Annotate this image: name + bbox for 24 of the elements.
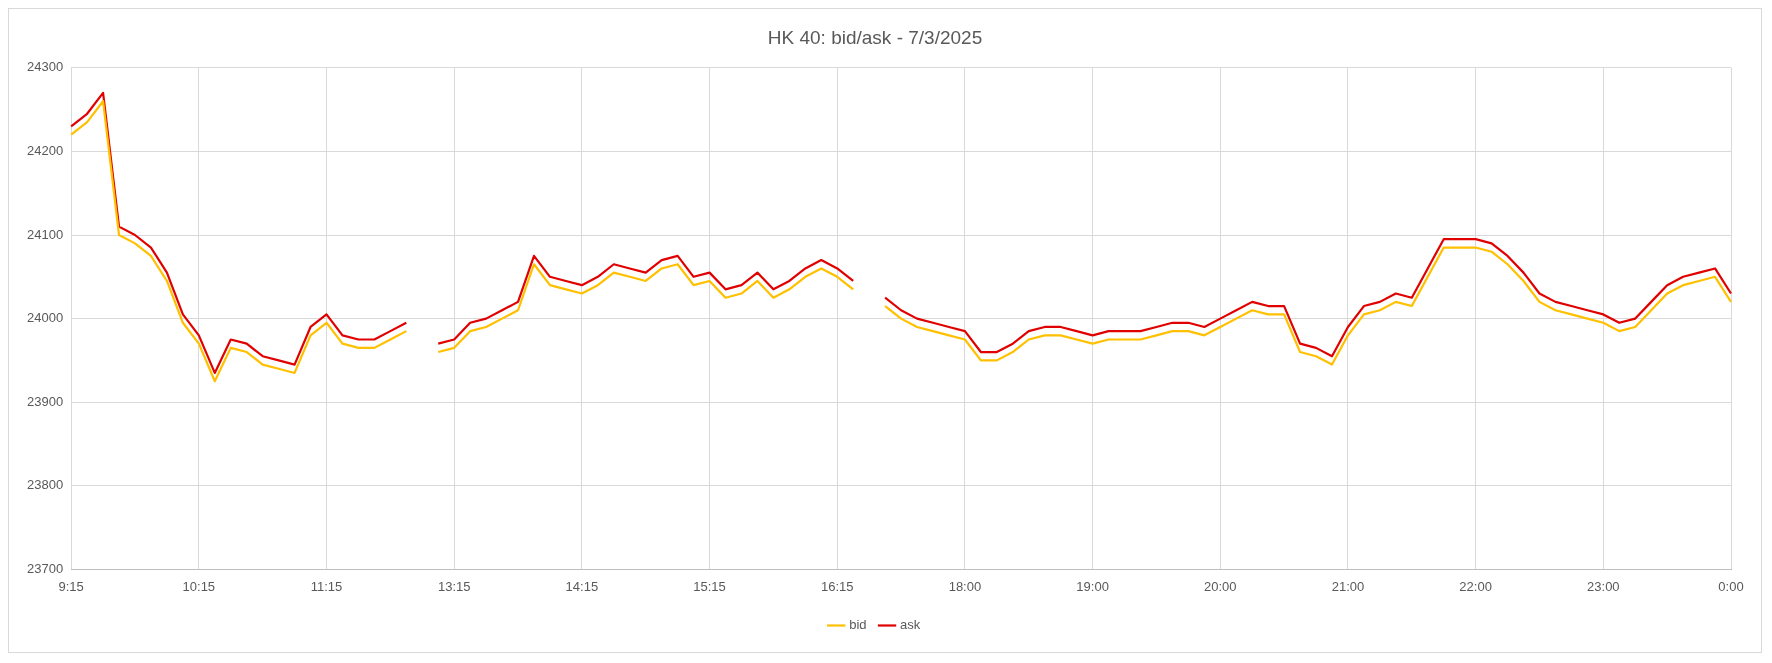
y-tick-label: 23900 (26, 393, 64, 409)
x-tick-label: 19:00 (1076, 578, 1109, 594)
x-tick-label: 9:15 (58, 578, 84, 594)
x-tick-label: 0:00 (1718, 578, 1744, 594)
x-tick-label: 10:15 (182, 578, 216, 594)
legend-label: bid (849, 617, 867, 633)
y-tick-label: 24000 (26, 310, 64, 326)
y-tick-label: 24300 (26, 59, 64, 75)
x-tick-label: 21:00 (1331, 578, 1365, 594)
x-tick-label: 16:15 (820, 578, 854, 594)
x-tick-label: 23:00 (1587, 578, 1620, 594)
legend-label: ask (900, 617, 921, 633)
x-tick-label: 15:15 (693, 578, 726, 594)
x-tick-label: 14:15 (565, 578, 599, 594)
x-tick-label: 11:15 (310, 578, 343, 594)
y-tick-label: 23800 (26, 477, 64, 493)
x-tick-label: 13:15 (437, 578, 471, 594)
x-tick-label: 22:00 (1459, 578, 1492, 594)
x-tick-label: 18:00 (948, 578, 982, 594)
y-tick-label: 24100 (26, 226, 64, 242)
y-tick-label: 23700 (26, 560, 64, 576)
y-tick-label: 24200 (26, 142, 64, 158)
x-tick-label: 20:00 (1204, 578, 1237, 594)
chart-title: HK 40: bid/ask - 7/3/2025 (767, 26, 983, 48)
